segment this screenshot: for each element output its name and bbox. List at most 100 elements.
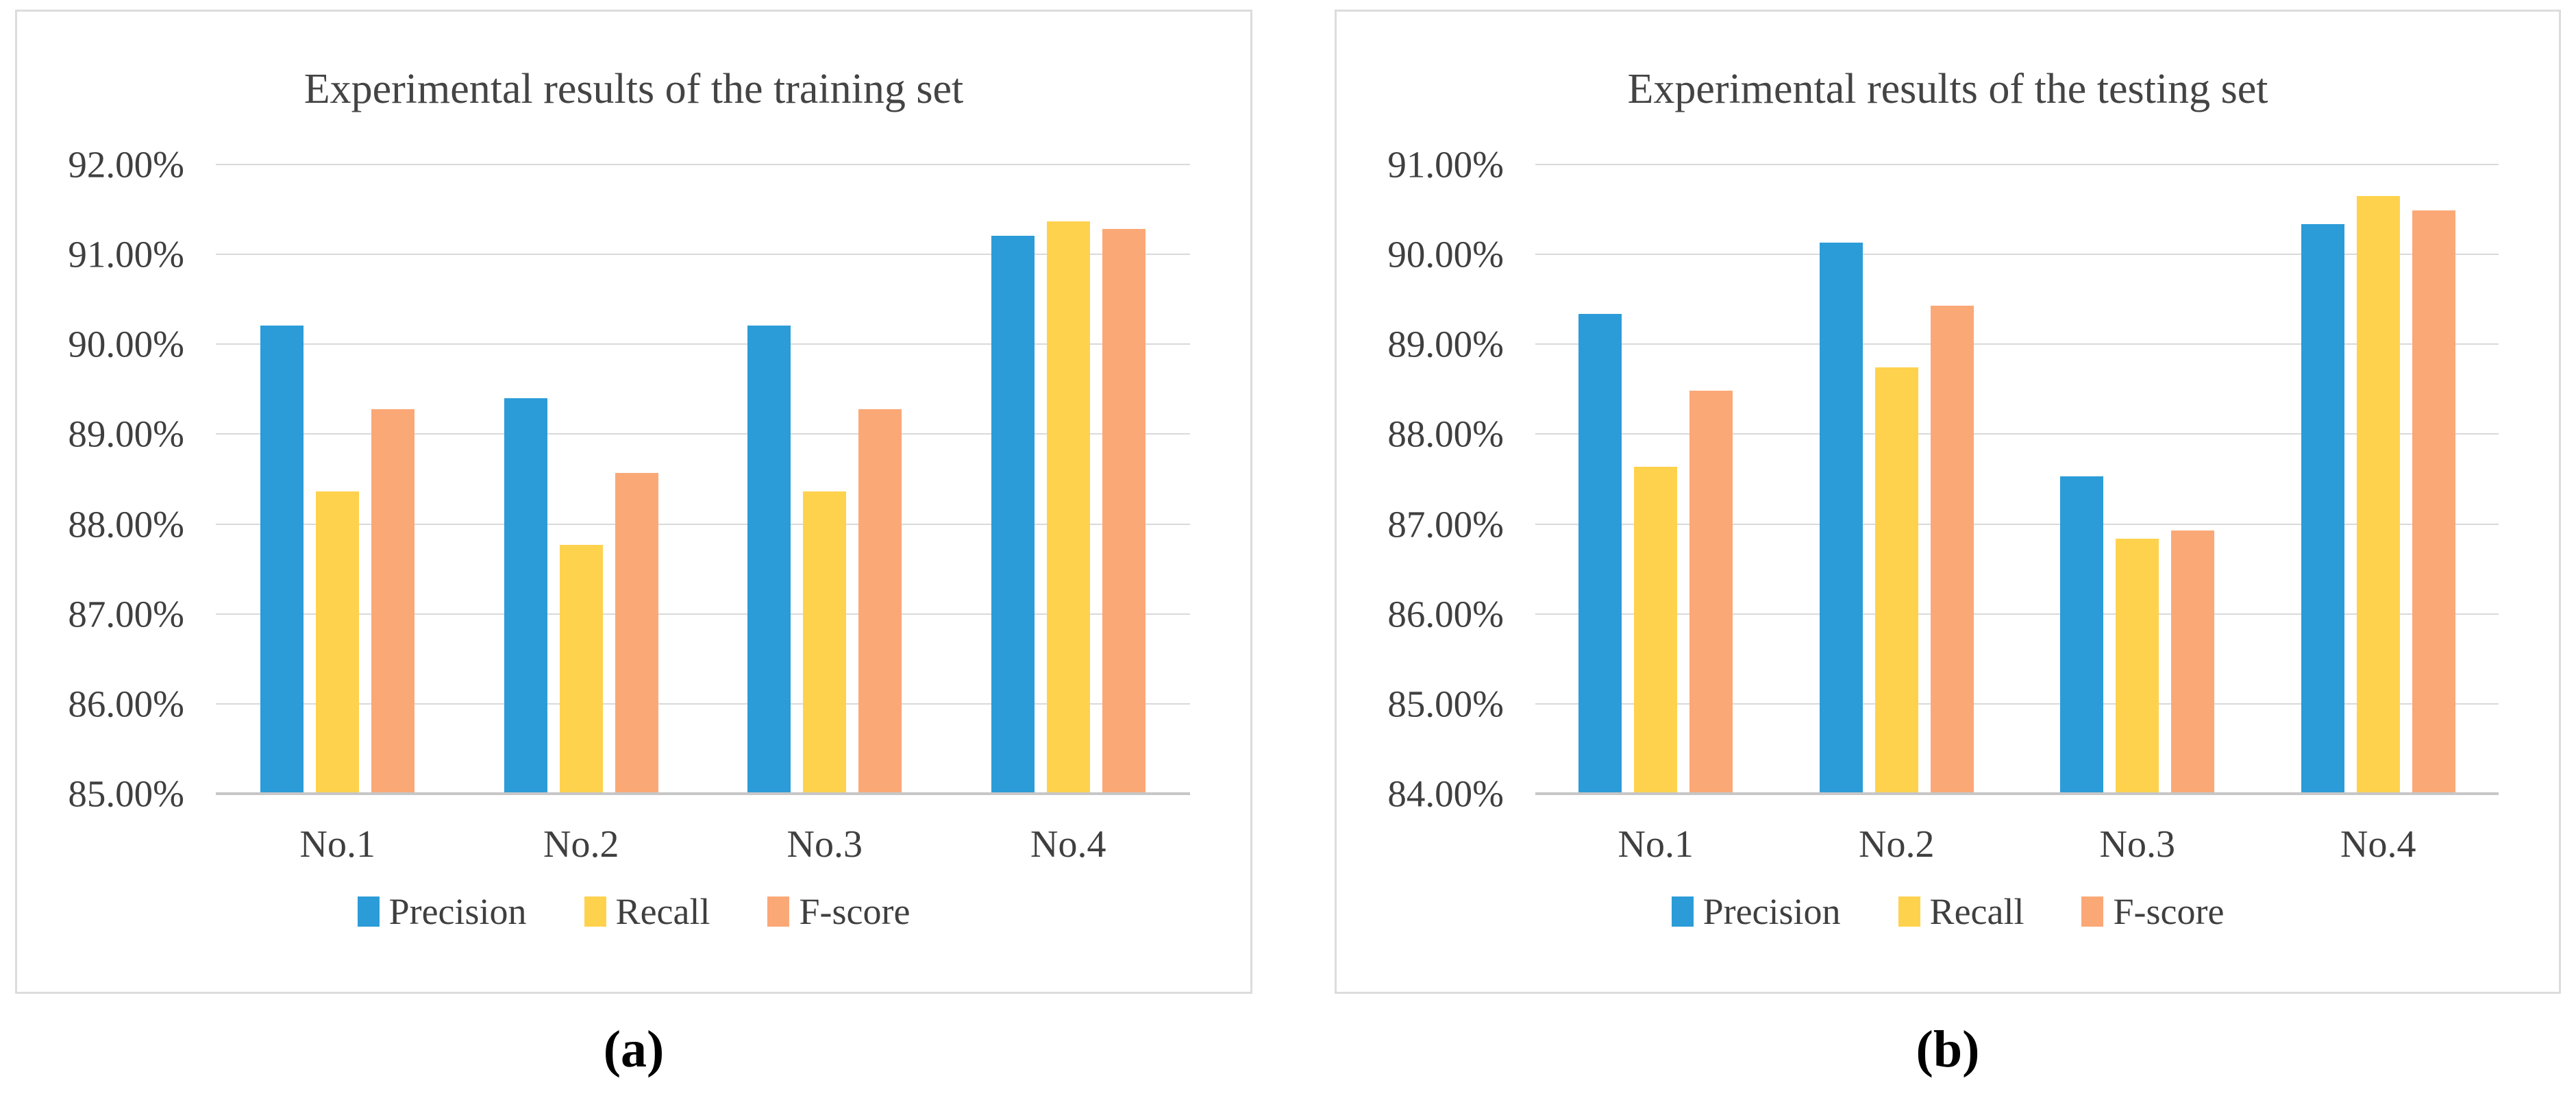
gridline (216, 343, 1190, 345)
legend-item-fscore: F-score (767, 890, 910, 933)
bar-fscore-no4 (2412, 210, 2455, 794)
gridline (1535, 164, 2499, 165)
x-axis-label-no1: No.1 (299, 823, 375, 866)
legend-item-fscore: F-score (2081, 890, 2224, 933)
bar-recall-no2 (559, 544, 603, 794)
x-axis-line (216, 792, 1190, 795)
bar-fscore-no2 (615, 472, 658, 794)
bar-precision-no4 (991, 235, 1035, 794)
legend-swatch-fscore-icon (2081, 896, 2104, 927)
legend-swatch-recall-icon (584, 896, 606, 927)
legend-label-recall: Recall (1929, 891, 2024, 932)
gridline (216, 703, 1190, 705)
bar-recall-no1 (1634, 466, 1678, 794)
y-axis-tick-label: 88.00% (68, 503, 184, 546)
gridline (216, 254, 1190, 256)
x-axis-labels: No.1 No.2 No.3 No.4 (1535, 822, 2499, 866)
bar-group-no4 (947, 164, 1191, 794)
y-axis-tick-label: 90.00% (1387, 233, 1504, 276)
gridline (216, 433, 1190, 435)
y-axis-tick-label: 89.00% (68, 413, 184, 455)
legend-swatch-precision-icon (1671, 896, 1694, 927)
bar-group-no4 (2258, 164, 2499, 794)
x-axis-label-no1: No.1 (1618, 823, 1694, 866)
figure-caption-a: (a) (603, 1021, 665, 1078)
bar-precision-no2 (1819, 243, 1863, 794)
gridline (1535, 254, 2499, 256)
legend-label-precision: Precision (388, 891, 527, 932)
gridline (1535, 343, 2499, 345)
bar-fscore-no1 (1689, 391, 1733, 794)
bar-fscore-no1 (371, 408, 415, 794)
x-axis-label-no4: No.4 (1030, 823, 1106, 866)
bar-group-no3 (2017, 164, 2258, 794)
x-axis-label-no2: No.2 (1859, 823, 1935, 866)
bar-group-no2 (460, 164, 704, 794)
bar-recall-no3 (2116, 538, 2159, 794)
bar-group-no1 (1535, 164, 1776, 794)
chart-panel-testing: Experimental results of the testing set … (1335, 10, 2561, 994)
bar-precision-no3 (2060, 476, 2104, 794)
legend-item-precision: Precision (357, 890, 527, 933)
bar-fscore-no4 (1102, 229, 1145, 794)
legend-label-recall: Recall (615, 891, 710, 932)
legend-testing: Precision Recall F-score (1337, 890, 2559, 933)
bar-recall-no4 (2356, 195, 2400, 794)
y-axis-tick-label: 87.00% (1387, 503, 1504, 546)
x-axis-line (1535, 792, 2499, 795)
legend-label-precision: Precision (1702, 891, 1841, 932)
bar-recall-no3 (803, 491, 847, 794)
legend-training: Precision Recall F-score (17, 890, 1250, 933)
gridline (1535, 613, 2499, 615)
bar-fscore-no3 (2171, 530, 2215, 794)
bar-precision-no1 (1578, 313, 1622, 794)
y-axis-tick-label: 85.00% (68, 772, 184, 815)
y-axis-tick-label: 84.00% (1387, 772, 1504, 815)
chart-title-training: Experimental results of the training set (304, 66, 964, 112)
bar-groups (216, 164, 1190, 794)
y-axis-tick-label: 87.00% (68, 593, 184, 635)
gridline (1535, 523, 2499, 525)
y-axis-tick-label: 86.00% (68, 683, 184, 725)
y-axis-tick-label: 86.00% (1387, 593, 1504, 635)
x-axis-label-no4: No.4 (2340, 823, 2416, 866)
x-axis-label-no3: No.3 (2099, 823, 2175, 866)
bar-group-no3 (703, 164, 947, 794)
x-axis-label-no3: No.3 (787, 823, 863, 866)
gridline (1535, 433, 2499, 435)
bar-fscore-no3 (858, 408, 902, 794)
bar-recall-no2 (1874, 367, 1918, 794)
bar-groups (1535, 164, 2499, 794)
legend-swatch-recall-icon (1898, 896, 1920, 927)
figure-caption-b: (b) (1916, 1021, 1980, 1078)
x-axis-labels: No.1 No.2 No.3 No.4 (216, 822, 1190, 866)
gridline (216, 164, 1190, 165)
plot-area-training: 92.00% 91.00% 90.00% 89.00% 88.00% 87.00% 86.0… (68, 146, 1190, 866)
bar-recall-no4 (1046, 221, 1090, 794)
gridline (216, 523, 1190, 525)
plot-area-testing: 91.00% 90.00% 89.00% 88.00% 87.00% 86.00% 85.0… (1387, 146, 2499, 866)
x-axis-label-no2: No.2 (543, 823, 619, 866)
y-axis-tick-label: 85.00% (1387, 683, 1504, 725)
legend-swatch-precision-icon (357, 896, 380, 927)
y-axis-tick-label: 91.00% (1387, 143, 1504, 186)
legend-item-recall: Recall (1898, 890, 2024, 933)
bar-group-no2 (1776, 164, 2018, 794)
bar-precision-no3 (747, 325, 791, 794)
bar-fscore-no2 (1930, 305, 1974, 794)
legend-swatch-fscore-icon (767, 896, 790, 927)
bar-recall-no1 (316, 491, 360, 794)
legend-item-recall: Recall (584, 890, 710, 933)
legend-label-fscore: F-score (2113, 891, 2225, 932)
y-axis-tick-label: 90.00% (68, 323, 184, 365)
y-axis-tick-label: 92.00% (68, 143, 184, 186)
y-axis-tick-label: 89.00% (1387, 323, 1504, 365)
y-axis-tick-label: 88.00% (1387, 413, 1504, 455)
chart-title-testing: Experimental results of the testing set (1627, 66, 2268, 112)
legend-item-precision: Precision (1671, 890, 1841, 933)
bar-group-no1 (216, 164, 460, 794)
legend-label-fscore: F-score (799, 891, 911, 932)
gridline (216, 613, 1190, 615)
gridline (1535, 703, 2499, 705)
